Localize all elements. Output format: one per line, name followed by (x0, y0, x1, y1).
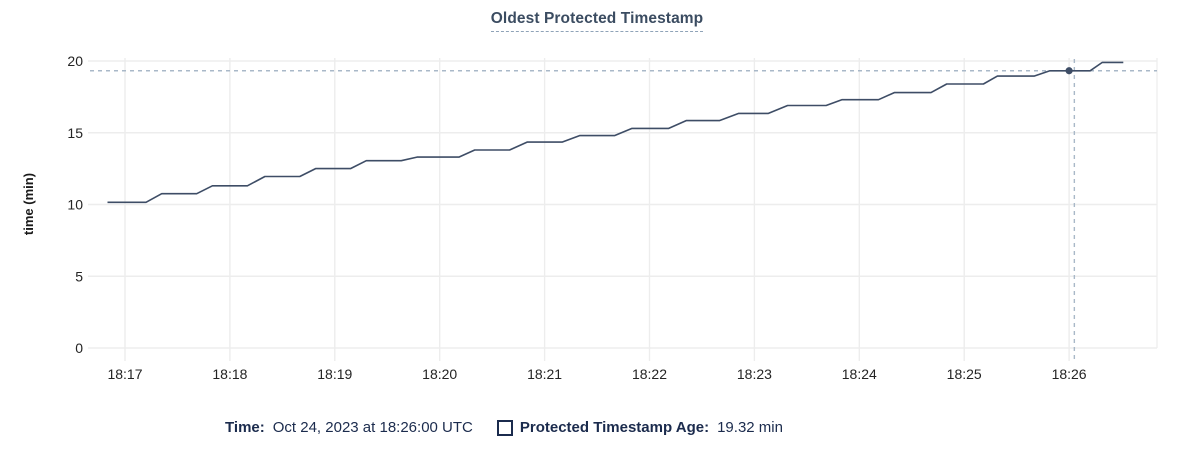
x-tick-label: 18:23 (737, 366, 772, 382)
x-tick-label: 18:17 (107, 366, 142, 382)
y-tick-label: 20 (67, 53, 83, 69)
y-tick-label: 10 (67, 197, 83, 213)
x-tick-label: 18:19 (317, 366, 352, 382)
x-tick-label: 18:18 (212, 366, 247, 382)
y-tick-label: 5 (75, 268, 83, 284)
x-tick-label: 18:20 (422, 366, 457, 382)
chart-title-row: Oldest Protected Timestamp (0, 10, 1194, 32)
tooltip-time-group: Time: Oct 24, 2023 at 18:26:00 UTC (225, 419, 473, 436)
y-tick-label: 0 (75, 340, 83, 356)
x-tick-label: 18:21 (527, 366, 562, 382)
hover-point-dot (1065, 67, 1073, 75)
tooltip-time-label: Time: (225, 419, 265, 436)
square-outline-icon[interactable] (496, 419, 513, 436)
x-tick-label: 18:25 (947, 366, 982, 382)
legend-series-group: Protected Timestamp Age: 19.32 min (496, 419, 783, 436)
x-tick-label: 18:22 (632, 366, 667, 382)
chart-title[interactable]: Oldest Protected Timestamp (490, 10, 704, 32)
legend-series-value: 19.32 min (717, 419, 783, 436)
tooltip-bar: Time: Oct 24, 2023 at 18:26:00 UTC Prote… (0, 419, 1101, 436)
x-tick-label: 18:24 (842, 366, 877, 382)
series-line-protected-timestamp-age[interactable] (107, 61, 1124, 204)
y-tick-label: 15 (67, 125, 83, 141)
legend-series-label: Protected Timestamp Age: (519, 419, 710, 436)
chart-canvas[interactable]: 0 5 10 15 20 18:17 18:18 18:19 18:20 18:21 18:22 18… (0, 0, 1194, 400)
y-axis-title: time (min) (21, 173, 36, 235)
x-tick-label: 18:26 (1052, 366, 1087, 382)
tooltip-time-value: Oct 24, 2023 at 18:26:00 UTC (272, 419, 473, 436)
